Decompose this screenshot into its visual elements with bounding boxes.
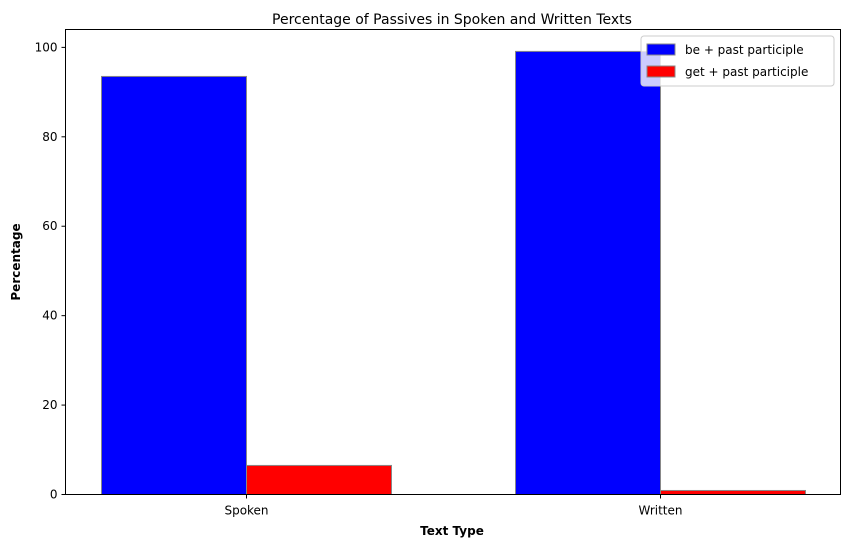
x-ticks-group: Spoken Written [224,494,683,518]
bar-spoken-series-2 [246,464,392,495]
bar-written-series-1 [515,50,661,495]
bars-group [101,50,806,495]
y-tick-label: 20 [42,398,57,412]
plot-frame [65,29,841,495]
legend-swatch-series-1 [646,43,676,56]
legend-box [640,35,835,87]
chart-title: Percentage of Passives in Spoken and Wri… [272,12,632,28]
bar-written-series-2 [660,489,806,495]
y-tick-label: 60 [42,219,57,233]
x-tick-label: Spoken [224,504,268,518]
legend-swatch-series-2 [646,65,676,78]
y-tick-label: 100 [35,40,58,54]
legend-label-series-2: get + past participle [685,65,808,79]
y-ticks-group: 0 20 40 60 80 100 [35,40,66,502]
legend-items: be + past participle get + past participl… [646,43,808,79]
y-tick-label: 80 [42,130,57,144]
y-axis-title: Percentage [9,223,23,300]
y-tick-label: 40 [42,309,57,323]
legend: be + past participle get + past participl… [640,35,835,87]
x-tick-label: Written [639,504,683,518]
x-axis-title: Text Type [420,524,484,538]
legend-label-series-1: be + past participle [685,43,804,57]
y-tick-label: 0 [50,488,58,502]
bar-spoken-series-1 [101,75,247,495]
